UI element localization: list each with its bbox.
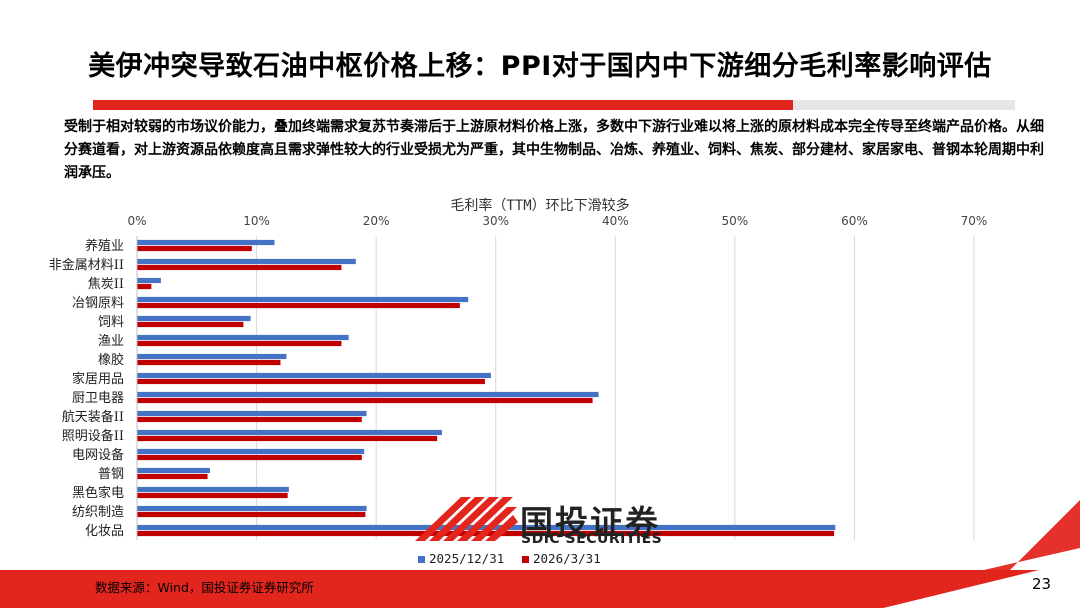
bar [137,245,252,252]
bar [137,486,289,493]
category-label: 电网设备 [72,447,124,463]
sdic-logo-icon [415,497,518,541]
bar [137,473,208,480]
bar [137,448,365,455]
category-label: 冶钢原料 [72,296,124,311]
bar [137,492,288,499]
category-label: 养殖业 [85,238,124,254]
bar [137,359,281,366]
bar [137,277,161,284]
logo-text-cn: 国投证券 [520,503,660,542]
x-tick-label: 20% [363,214,390,228]
x-tick-label: 70% [961,214,988,228]
logo-text-en: SDIC SECURITIES [521,531,663,547]
category-label: 厨卫电器 [72,391,124,406]
bar [137,378,485,385]
category-label: 渔业 [98,334,124,349]
bar [137,239,275,246]
category-label: 焦炭II [88,277,124,292]
bar [137,334,349,341]
bar [137,372,491,379]
bar [137,397,593,404]
bar [137,296,469,303]
category-label: 化妆品 [85,524,124,539]
legend-swatch [418,556,425,563]
category-label: 橡胶 [98,352,124,368]
bar [137,391,599,398]
category-label: 非金属材料II [49,257,124,273]
category-label: 普钢 [98,467,124,482]
bar [137,416,362,423]
bar [137,264,342,271]
x-tick-label: 10% [243,214,270,228]
x-tick-label: 30% [482,214,509,228]
bar [137,258,356,265]
bar [137,302,460,309]
bar [137,511,366,518]
x-tick-label: 40% [602,214,629,228]
chart-title: 毛利率（TTM）环比下滑较多 [450,198,630,214]
bar [137,467,210,474]
x-tick-label: 60% [841,214,868,228]
bar [137,505,367,512]
bar [137,315,251,322]
bar [137,410,367,417]
title-underline-grey [793,100,1015,110]
page-number: 23 [1032,575,1052,593]
category-label: 家居用品 [72,371,124,387]
bar [137,454,362,461]
category-label: 照明设备II [62,428,124,444]
bar [137,321,244,328]
page-title: 美伊冲突导致石油中枢价格上移：PPI对于国内中下游细分毛利率影响评估 [88,51,992,82]
bar [137,435,438,442]
category-label: 饲料 [98,315,124,330]
category-label: 黑色家电 [72,485,124,501]
legend-label: 2026/3/31 [533,551,601,566]
bar [137,353,287,360]
description-text: 受制于相对较弱的市场议价能力，叠加终端需求复苏节奏滞后于上游原材料价格上涨，多数… [64,119,1044,181]
bar [137,429,442,436]
title-underline-red [93,100,793,110]
bar [137,340,342,347]
category-label: 纺织制造 [72,505,124,520]
x-tick-label: 50% [722,214,749,228]
legend-label: 2025/12/31 [429,551,504,566]
bar [137,283,152,290]
source-note: 数据来源：Wind，国投证券证券研究所 [95,580,314,595]
x-tick-label: 0% [127,214,146,228]
legend-swatch [522,556,529,563]
category-label: 航天装备II [62,409,124,425]
footer-band [0,570,1080,608]
